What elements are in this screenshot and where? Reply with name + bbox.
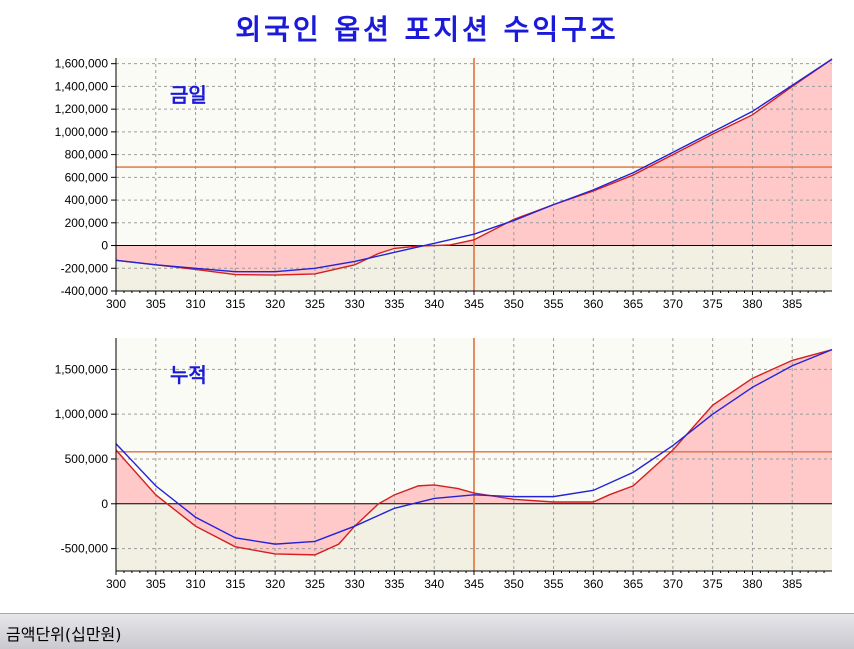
x-tick-label: 345 [464,297,484,311]
x-tick-label: 350 [504,297,524,311]
daily-panel-label: 금일 [170,83,207,107]
x-tick-label: 325 [305,297,325,311]
y-tick-label: 500,000 [65,452,109,466]
x-tick-label: 385 [782,577,802,591]
y-tick-label: 200,000 [65,216,109,230]
x-tick-label: 370 [663,297,683,311]
daily-chart: 300 305 310 315 320 325 330 335 340 345 350 355 360 3… [55,57,833,311]
x-tick-label: 300 [106,297,126,311]
daily-fill-area [116,59,832,276]
y-tick-label: 0 [101,239,108,253]
x-tick-label: 355 [544,577,564,591]
x-tick-label: 310 [186,577,206,591]
chart-title: 외국인 옵션 포지션 수익구조 [235,13,619,46]
y-tick-label: -200,000 [61,261,109,275]
x-tick-label: 385 [782,297,802,311]
x-tick-label: 330 [345,577,365,591]
cumulative-panel-label: 누적 [170,363,207,387]
y-tick-label: -500,000 [61,542,109,556]
x-tick-label: 310 [186,297,206,311]
unit-label: 금액단위(십만원) [6,625,122,644]
x-tick-label: 365 [623,297,643,311]
y-tick-label: 1,400,000 [55,79,109,93]
x-tick-label: 315 [225,577,245,591]
y-tick-label: 800,000 [65,148,109,162]
y-tick-label: 600,000 [65,170,109,184]
status-bar: 금액단위(십만원) [0,613,854,649]
y-tick-label: 0 [101,497,108,511]
x-tick-label: 325 [305,577,325,591]
x-tick-label: 330 [345,297,365,311]
x-tick-label: 375 [703,577,723,591]
x-tick-label: 380 [742,577,762,591]
x-tick-label: 320 [265,577,285,591]
daily-series-blue-line [115,58,833,273]
y-tick-label: 1,500,000 [55,362,109,376]
cumulative-series-red-line [115,348,833,556]
x-tick-label: 305 [146,297,166,311]
y-tick-label: 1,600,000 [55,57,109,71]
x-tick-label: 360 [583,577,603,591]
x-tick-label: 365 [623,577,643,591]
x-tick-label: 355 [544,297,564,311]
y-tick-label: 1,200,000 [55,102,109,116]
x-tick-label: 340 [424,577,444,591]
y-tick-label: 400,000 [65,193,109,207]
daily-series-red-line [115,58,833,276]
x-tick-label: 345 [464,577,484,591]
x-tick-label: 375 [703,297,723,311]
x-tick-label: 380 [742,297,762,311]
x-tick-label: 305 [146,577,166,591]
y-tick-label: 1,000,000 [55,407,109,421]
x-tick-label: 350 [504,577,524,591]
x-tick-label: 300 [106,577,126,591]
y-tick-label: -400,000 [61,284,109,298]
x-tick-label: 335 [384,297,404,311]
x-tick-label: 370 [663,577,683,591]
x-tick-label: 320 [265,297,285,311]
x-tick-label: 335 [384,577,404,591]
cumulative-chart: 300 305 310 315 320 325 330 335 340 345 350 355 360 3… [55,338,833,591]
x-tick-label: 360 [583,297,603,311]
x-tick-label: 315 [225,297,245,311]
cumulative-series-blue-line [115,349,833,545]
y-tick-label: 1,000,000 [55,125,109,139]
x-tick-label: 340 [424,297,444,311]
